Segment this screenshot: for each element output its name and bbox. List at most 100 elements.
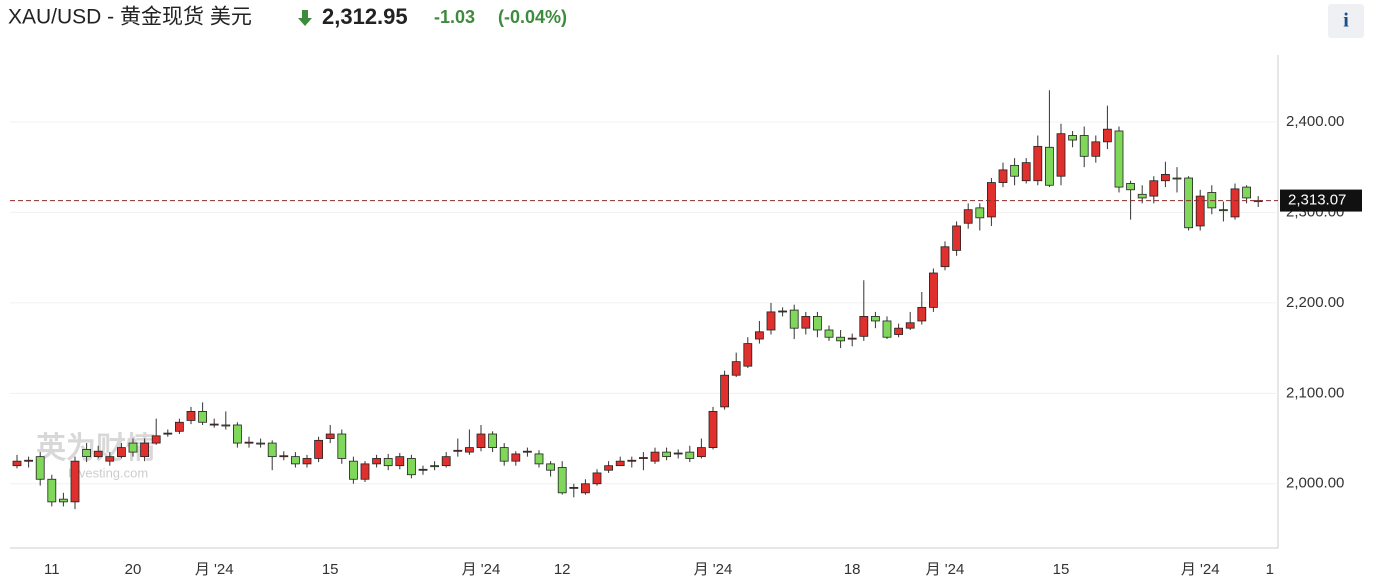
change-pct: (-0.04%) xyxy=(498,7,567,27)
candle-body xyxy=(24,459,34,462)
candle-body xyxy=(755,331,764,340)
candle-body xyxy=(47,478,57,503)
candle-body xyxy=(685,451,695,459)
candle-body xyxy=(163,432,173,435)
candle-body xyxy=(1010,164,1019,177)
candle-body xyxy=(140,442,150,458)
candle-body xyxy=(464,447,474,453)
info-button[interactable] xyxy=(1328,4,1364,38)
candle-body xyxy=(383,458,393,467)
candle-body xyxy=(279,455,289,458)
candle-body xyxy=(372,458,382,465)
candle-body xyxy=(1114,130,1124,188)
candle-body xyxy=(894,327,903,335)
candle-body xyxy=(523,450,532,453)
candle-body xyxy=(824,329,834,338)
candle-body xyxy=(221,424,231,427)
candle-body xyxy=(1230,188,1240,218)
candle-body xyxy=(615,460,625,467)
candle-body xyxy=(186,411,196,421)
candle-body xyxy=(1045,146,1054,186)
candle-body xyxy=(105,456,115,462)
watermark-sub: Investing.com xyxy=(68,465,148,480)
candle-body xyxy=(267,442,277,458)
candle-body xyxy=(256,442,266,445)
candle-body xyxy=(778,310,787,313)
x-tick-label: 18 xyxy=(844,561,861,578)
candle-body xyxy=(418,468,428,471)
candle-body xyxy=(1103,128,1112,143)
candle-body xyxy=(534,453,544,465)
chart-title: XAU/USD - 黄金现货 美元 xyxy=(8,6,252,29)
candle-body xyxy=(987,182,996,218)
candle-body xyxy=(871,316,880,322)
candle-body xyxy=(801,316,811,329)
candle-body xyxy=(789,309,799,329)
candle-body xyxy=(290,456,300,465)
candle-body xyxy=(314,439,324,459)
last-price-label: 2,313.07 xyxy=(1288,192,1346,209)
candle-body xyxy=(975,207,985,219)
y-tick-label: 2,400.00 xyxy=(1286,113,1344,130)
x-tick-label: 20 xyxy=(125,561,142,578)
down-arrow xyxy=(298,10,312,26)
x-tick-label: 月 '24 xyxy=(195,561,234,578)
candle-body xyxy=(952,225,961,251)
candle-body xyxy=(859,316,869,337)
candle-body xyxy=(82,448,91,458)
candle-body xyxy=(337,433,347,459)
candle-body xyxy=(569,486,579,489)
candle-body xyxy=(128,442,138,453)
candle-body xyxy=(1033,145,1043,182)
candle-body xyxy=(59,498,68,503)
candle-body xyxy=(1056,133,1066,177)
candle-body xyxy=(743,343,753,367)
candle-body xyxy=(1172,177,1182,180)
candle-body xyxy=(198,411,208,423)
candle-body xyxy=(731,361,741,376)
candle-body xyxy=(1219,209,1228,212)
candle-body xyxy=(209,423,219,426)
candle-body xyxy=(1195,195,1205,227)
candle-body xyxy=(662,451,671,458)
x-tick-label: 11 xyxy=(44,561,60,578)
x-tick-label: 月 '24 xyxy=(926,561,965,578)
candle-body xyxy=(720,374,729,408)
candle-body xyxy=(325,433,335,439)
candle-body xyxy=(917,306,927,322)
candle-body xyxy=(963,209,973,224)
x-tick-label: 月 '24 xyxy=(1181,561,1220,578)
candle-body xyxy=(708,411,718,448)
candle-body xyxy=(1242,186,1251,199)
candle-body xyxy=(395,456,405,467)
candle-body xyxy=(673,452,683,455)
candle-body xyxy=(1161,174,1170,182)
candle-body xyxy=(406,458,416,476)
change: -1.03 xyxy=(434,7,475,27)
candle-body xyxy=(360,463,370,480)
candle-body xyxy=(929,272,938,308)
candle-body xyxy=(998,169,1008,183)
candle-body xyxy=(174,421,184,432)
candle-body xyxy=(453,449,463,452)
candle-body xyxy=(581,483,590,494)
candle-body xyxy=(847,337,857,340)
candle-body xyxy=(905,322,915,329)
x-tick-label: 15 xyxy=(322,561,339,578)
x-tick-label: 1 xyxy=(1266,561,1274,578)
candle-body xyxy=(627,459,637,462)
candle-body xyxy=(604,465,613,471)
y-tick-label: 2,000.00 xyxy=(1286,475,1344,492)
candle-body xyxy=(93,450,103,458)
x-tick-label: 12 xyxy=(554,561,571,578)
x-tick-label: 15 xyxy=(1053,561,1070,578)
candle-body xyxy=(592,472,602,485)
candle-body xyxy=(766,311,776,331)
x-tick-label: 月 '24 xyxy=(694,561,733,578)
candle-body xyxy=(511,453,521,462)
candle-body xyxy=(546,463,555,471)
candle-body xyxy=(1184,177,1193,229)
info-icon[interactable]: i xyxy=(1343,10,1349,32)
candle-body xyxy=(70,460,80,503)
